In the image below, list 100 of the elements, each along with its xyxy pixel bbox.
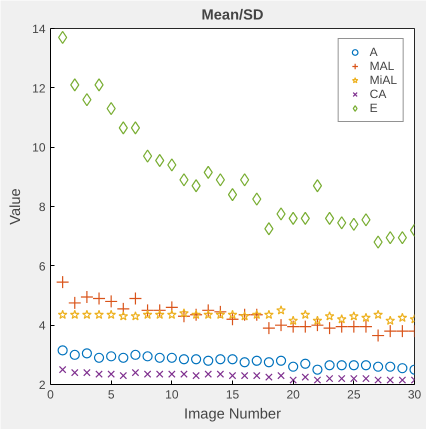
point <box>397 363 408 374</box>
point <box>312 179 322 192</box>
point <box>298 320 312 334</box>
point <box>324 360 335 370</box>
point <box>68 296 82 310</box>
point <box>300 310 310 320</box>
point <box>58 345 68 356</box>
point <box>92 292 106 306</box>
point <box>314 376 322 384</box>
point <box>348 360 359 370</box>
y-axis-title: Value <box>8 188 24 225</box>
point <box>118 121 128 134</box>
point <box>70 350 80 360</box>
point <box>203 356 214 366</box>
point <box>179 308 189 318</box>
point <box>204 166 213 179</box>
point <box>360 360 372 370</box>
point <box>83 368 91 376</box>
point <box>398 376 406 384</box>
point <box>215 354 226 364</box>
point <box>384 324 397 338</box>
point <box>82 93 92 106</box>
point <box>348 311 359 321</box>
point <box>385 362 396 372</box>
point <box>347 320 360 334</box>
point <box>120 372 128 380</box>
point <box>274 318 288 332</box>
x-tick-label: 5 <box>108 388 115 402</box>
point <box>264 222 274 236</box>
point <box>396 324 409 338</box>
y-tick-label: 4 <box>38 318 46 333</box>
point <box>106 351 116 362</box>
legend-label: MAL <box>370 59 394 73</box>
point <box>56 276 70 289</box>
point <box>312 364 323 375</box>
point <box>289 376 297 384</box>
point <box>277 372 285 380</box>
point <box>385 316 396 325</box>
point <box>240 372 248 380</box>
point <box>191 354 202 364</box>
point <box>288 316 298 325</box>
legend-label: CA <box>370 87 388 101</box>
point <box>373 362 384 372</box>
point <box>324 311 334 321</box>
point <box>82 310 92 320</box>
y-tick-label: 10 <box>32 140 46 155</box>
point <box>252 356 262 366</box>
x-axis-title: Image Number <box>184 406 282 422</box>
point <box>192 372 200 380</box>
point <box>240 311 250 321</box>
legend-label: E <box>370 101 379 115</box>
point <box>166 310 177 320</box>
point <box>154 352 165 363</box>
point <box>177 310 191 323</box>
point <box>337 216 346 230</box>
point <box>204 370 212 378</box>
point <box>338 374 346 382</box>
point <box>288 362 298 372</box>
point <box>128 292 142 306</box>
point <box>335 320 348 334</box>
point <box>142 351 153 362</box>
legend-label: MiAL <box>370 73 397 87</box>
point <box>349 218 358 231</box>
x-tick-label: 15 <box>226 388 240 402</box>
point <box>326 374 334 382</box>
point <box>324 212 334 225</box>
point <box>228 188 238 202</box>
point <box>300 358 310 369</box>
point <box>336 360 347 370</box>
point <box>192 179 201 192</box>
point <box>116 302 130 316</box>
point <box>94 310 104 320</box>
point <box>302 373 310 381</box>
point <box>106 310 116 320</box>
point <box>288 212 298 225</box>
point <box>386 231 395 244</box>
point <box>130 350 141 360</box>
point <box>374 236 383 249</box>
y-tick-label: 6 <box>38 259 46 274</box>
point <box>118 311 128 321</box>
point <box>180 370 188 378</box>
point <box>228 310 238 320</box>
point <box>70 310 80 320</box>
point <box>58 310 68 320</box>
point <box>168 370 176 378</box>
point <box>142 310 152 320</box>
point <box>94 78 104 92</box>
point <box>350 374 358 382</box>
point <box>82 348 92 358</box>
point <box>374 376 382 384</box>
point <box>362 374 370 382</box>
point <box>216 173 225 186</box>
point <box>166 352 177 363</box>
point <box>107 370 115 378</box>
point <box>215 310 226 320</box>
point <box>312 316 322 325</box>
point <box>156 370 164 378</box>
point <box>104 294 118 308</box>
y-tick-label: 12 <box>32 81 46 96</box>
legend-label: A <box>370 45 379 59</box>
